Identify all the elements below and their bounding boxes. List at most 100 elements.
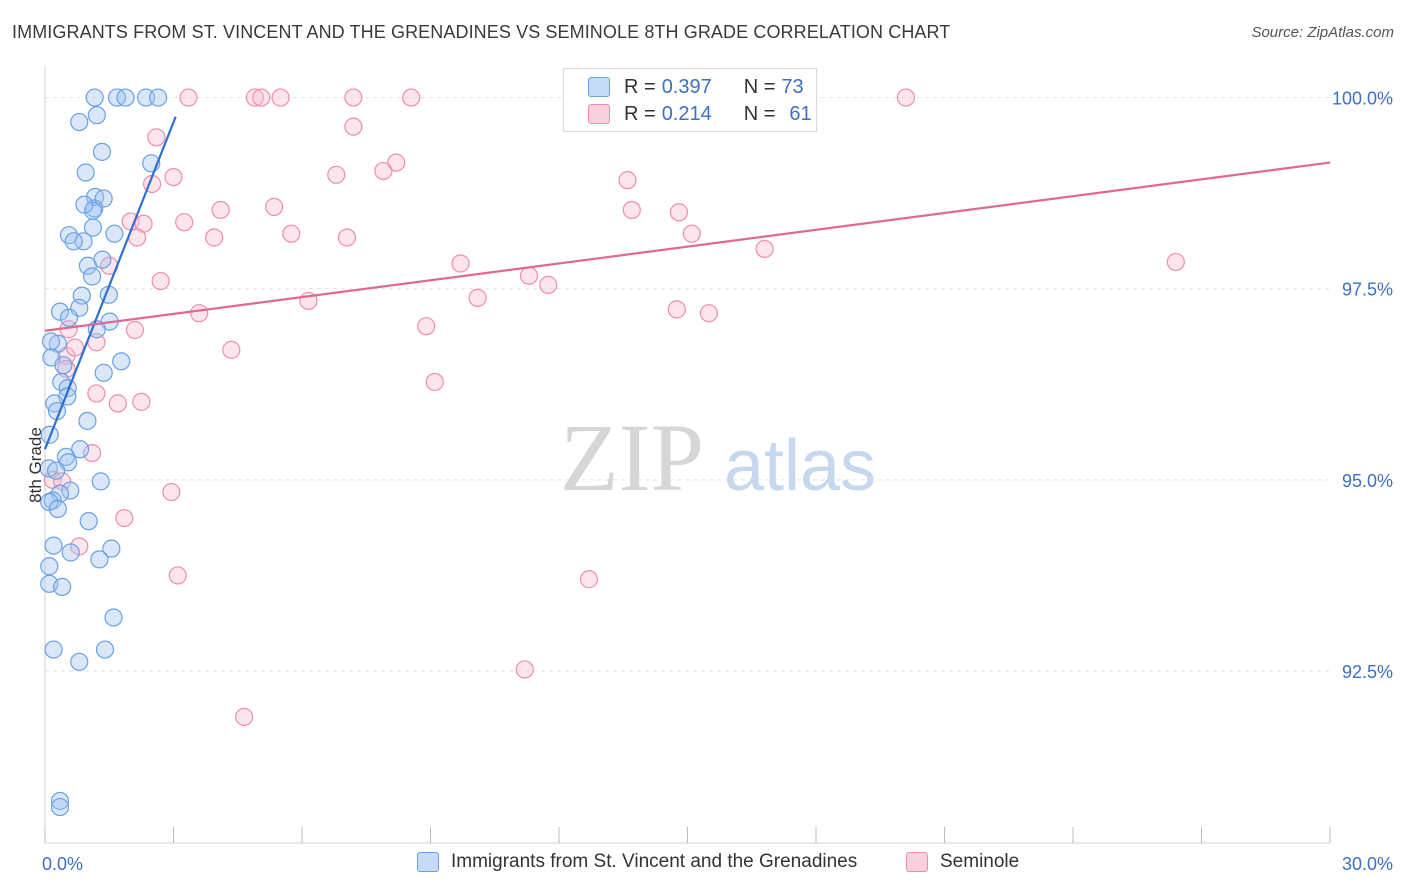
point-immigrants bbox=[116, 88, 135, 107]
point-seminole bbox=[425, 372, 444, 392]
point-immigrants bbox=[85, 88, 104, 107]
point-immigrants bbox=[70, 652, 89, 671]
x-tick-label: 30.0% bbox=[1342, 854, 1393, 874]
point-seminole bbox=[1166, 252, 1185, 272]
point-immigrants bbox=[64, 232, 83, 251]
point-immigrants bbox=[83, 218, 103, 237]
point-seminole bbox=[387, 153, 406, 172]
point-seminole bbox=[211, 200, 230, 220]
point-seminole bbox=[265, 197, 284, 217]
source-credit: Source: ZipAtlas.com bbox=[1251, 24, 1394, 41]
point-seminole bbox=[83, 443, 102, 463]
axes bbox=[44, 67, 1331, 844]
y-tick-label: 95.0% bbox=[1342, 471, 1393, 491]
point-seminole bbox=[579, 570, 599, 589]
grid-lines bbox=[45, 97, 1330, 672]
point-seminole bbox=[132, 392, 151, 411]
point-immigrants bbox=[50, 797, 70, 817]
point-immigrants bbox=[50, 302, 70, 321]
point-seminole bbox=[87, 384, 106, 403]
point-seminole bbox=[344, 117, 363, 136]
trend-lines bbox=[43, 116, 1331, 450]
point-seminole bbox=[669, 203, 689, 222]
point-immigrants bbox=[92, 142, 112, 161]
point-seminole bbox=[755, 239, 774, 259]
point-seminole bbox=[282, 224, 301, 243]
point-immigrants bbox=[41, 332, 61, 351]
correlation-legend: R = 0.397 N = 73 R = 0.214 N = 61 bbox=[563, 68, 817, 132]
watermark-zip: ZIP bbox=[560, 404, 704, 511]
point-seminole bbox=[327, 165, 346, 184]
point-seminole bbox=[417, 317, 436, 336]
legend-r-label: R = bbox=[624, 75, 656, 98]
point-immigrants bbox=[104, 608, 123, 627]
point-seminole bbox=[179, 88, 198, 107]
y-tick-label: 97.5% bbox=[1342, 280, 1393, 300]
point-immigrants bbox=[76, 163, 95, 182]
point-immigrants bbox=[91, 472, 110, 491]
point-seminole bbox=[245, 88, 264, 107]
point-seminole bbox=[205, 228, 224, 247]
point-seminole bbox=[337, 228, 357, 247]
point-seminole bbox=[162, 482, 181, 502]
point-seminole bbox=[125, 320, 145, 340]
point-immigrants bbox=[61, 543, 80, 562]
point-immigrants bbox=[105, 224, 124, 243]
point-immigrants bbox=[59, 308, 79, 327]
series-immigrants-points bbox=[39, 88, 168, 817]
bottom-legend-label-immigrants: Immigrants from St. Vincent and the Gren… bbox=[451, 851, 858, 872]
point-immigrants bbox=[102, 539, 121, 558]
y-tick-labels: 100.0% 97.5% 95.0% 92.5% bbox=[1332, 89, 1393, 682]
point-immigrants bbox=[83, 267, 102, 286]
legend-n-label: N = bbox=[743, 102, 776, 125]
bottom-legend-item-immigrants: Immigrants from St. Vincent and the Gren… bbox=[417, 851, 857, 873]
point-immigrants bbox=[50, 791, 70, 811]
point-immigrants bbox=[78, 411, 97, 431]
point-seminole bbox=[164, 167, 183, 187]
point-immigrants bbox=[39, 459, 58, 478]
point-seminole bbox=[168, 566, 187, 585]
bottom-legend-swatch-blue bbox=[417, 852, 439, 872]
point-immigrants bbox=[48, 499, 67, 518]
point-immigrants bbox=[148, 88, 168, 107]
point-seminole bbox=[682, 224, 701, 243]
point-seminole bbox=[222, 340, 241, 359]
point-immigrants bbox=[78, 256, 97, 275]
point-seminole bbox=[190, 304, 209, 323]
point-seminole bbox=[896, 88, 916, 107]
watermark-atlas: atlas bbox=[724, 426, 876, 506]
legend-n-label: N = bbox=[743, 75, 776, 98]
point-immigrants bbox=[71, 440, 90, 459]
bottom-legend-label-seminole: Seminole bbox=[940, 851, 1020, 872]
point-seminole bbox=[618, 171, 637, 190]
point-seminole bbox=[515, 660, 534, 679]
point-seminole bbox=[468, 288, 487, 307]
point-immigrants bbox=[79, 512, 98, 531]
legend-r-value-2: 0.214 bbox=[661, 102, 712, 125]
point-seminole bbox=[699, 304, 719, 323]
trend-line-seminole bbox=[44, 161, 1331, 332]
legend-r-label: R = bbox=[624, 102, 656, 125]
point-immigrants bbox=[75, 195, 94, 214]
y-axis-label: 8th Grade bbox=[26, 427, 45, 503]
legend-row-series2: R = 0.214 N = 61 bbox=[588, 102, 818, 126]
point-seminole bbox=[147, 128, 166, 147]
point-seminole bbox=[271, 88, 290, 107]
point-seminole bbox=[451, 254, 470, 273]
bottom-legend-item-seminole: Seminole bbox=[906, 851, 1019, 873]
point-seminole bbox=[175, 213, 194, 232]
point-immigrants bbox=[44, 640, 63, 659]
point-immigrants bbox=[53, 577, 72, 596]
point-immigrants bbox=[90, 550, 109, 569]
point-seminole bbox=[622, 200, 641, 220]
point-seminole bbox=[374, 161, 393, 181]
legend-n-value-2: 61 bbox=[789, 102, 812, 125]
point-immigrants bbox=[44, 536, 63, 555]
trend-line-immigrants bbox=[43, 116, 177, 450]
legend-row-series1: R = 0.397 N = 73 bbox=[588, 75, 810, 99]
point-seminole bbox=[108, 394, 127, 413]
legend-swatch-pink bbox=[588, 104, 610, 124]
point-seminole bbox=[344, 88, 363, 107]
point-seminole bbox=[235, 707, 254, 726]
